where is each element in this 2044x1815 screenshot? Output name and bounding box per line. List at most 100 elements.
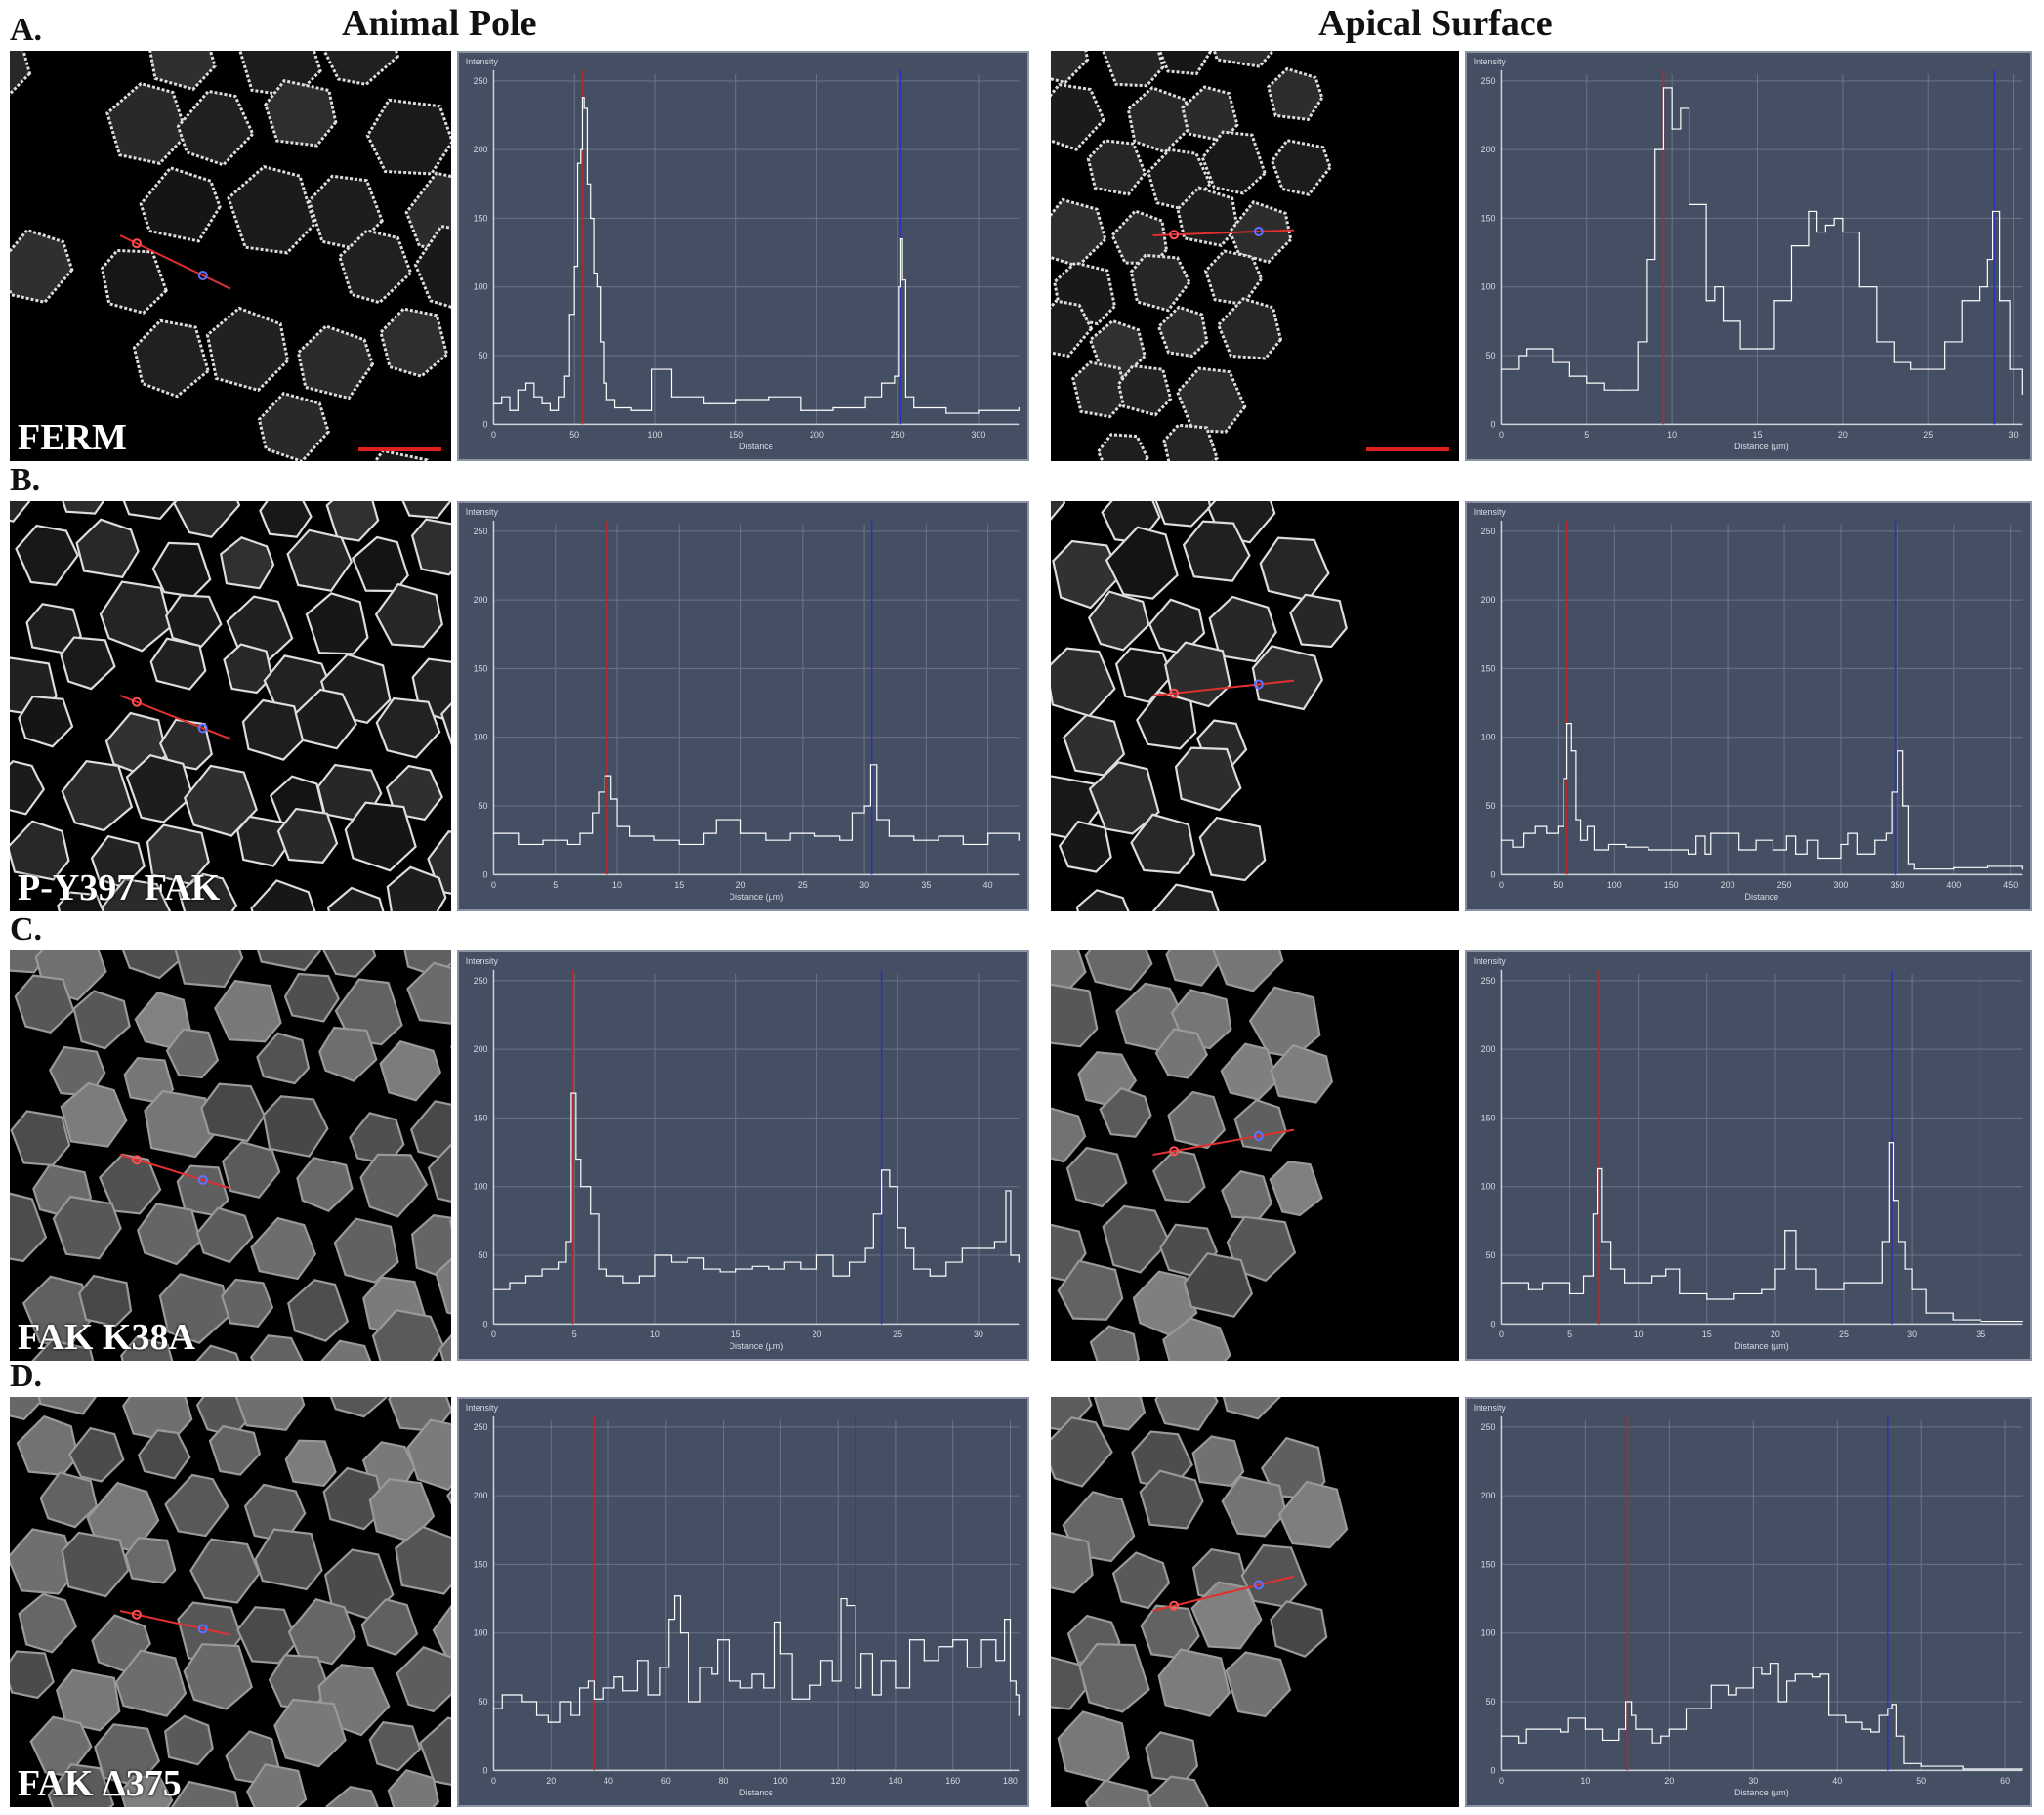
y-tick-label: 0 [483, 869, 488, 879]
data-point [901, 279, 903, 281]
data-point [728, 1680, 730, 1682]
y-tick-label: 100 [474, 1628, 488, 1638]
data-point [889, 1186, 891, 1188]
data-point [739, 1687, 741, 1689]
red-cursor-marker [1169, 1600, 1180, 1611]
profile-line [1152, 1128, 1295, 1156]
intensity-profile-chart: Intensity 0 50 100 150 200 250 0 20 40 60 80 100 120 1… [457, 1397, 1029, 1807]
construct-label: FAK Δ375 [18, 1763, 182, 1804]
data-point [1722, 320, 1725, 322]
intensity-profile-chart: Intensity 0 50 100 150 200 250 0 5 10 15 20 25 30 35 Di… [1465, 950, 2032, 1361]
data-point [1784, 1230, 1786, 1232]
data-point [575, 1159, 577, 1161]
x-tick-label: 100 [1607, 880, 1622, 890]
x-tick-label: 0 [1499, 880, 1504, 890]
data-point [1795, 853, 1797, 855]
x-tick-label: 60 [2000, 1776, 2010, 1786]
data-point [831, 1680, 833, 1682]
data-point [629, 835, 631, 837]
blue-cursor-marker [1253, 226, 1264, 236]
profile-line [119, 1610, 231, 1636]
data-point [768, 1268, 770, 1270]
red-cursor-marker [131, 1155, 142, 1165]
data-point [1567, 1717, 1569, 1719]
data-point [549, 409, 551, 411]
data-point [1637, 341, 1639, 343]
x-tick-label: 300 [1834, 880, 1849, 890]
data-point [1586, 382, 1588, 384]
data-point [1925, 1312, 1927, 1314]
x-tick-label: 25 [1923, 430, 1933, 440]
data-point [1618, 1728, 1620, 1730]
data-point [1739, 348, 1741, 350]
data-point [1710, 832, 1712, 834]
data-point [773, 1621, 776, 1624]
intensity-profile-chart: Intensity 0 50 100 150 200 250 0 50 100 150 200 250 3… [1465, 501, 2032, 911]
data-point [1601, 1241, 1603, 1243]
data-point [547, 1721, 549, 1723]
data-point [1651, 1742, 1653, 1744]
data-point [871, 1694, 873, 1696]
intensity-profile-chart: Intensity 0 50 100 150 200 250 0 10 20 30 40 50 60 Dis… [1465, 1397, 2032, 1807]
data-point [1575, 819, 1577, 821]
y-tick-label: 50 [479, 1697, 488, 1707]
data-point [995, 1660, 997, 1662]
y-tick-label: 0 [483, 1765, 488, 1775]
data-point [653, 839, 655, 841]
data-point [1785, 835, 1787, 837]
y-axis-label: Intensity [466, 1403, 499, 1413]
data-point [751, 1673, 753, 1675]
red-cursor-marker [1169, 688, 1180, 698]
data-point [1541, 1282, 1544, 1284]
micrograph-apical-surface [1051, 1397, 1459, 1807]
intensity-profile-chart: Intensity 0 50 100 150 200 250 0 5 10 15 20 25 30 35 40… [457, 501, 1029, 911]
data-point [1557, 825, 1559, 827]
y-tick-label: 200 [474, 1491, 488, 1500]
data-point [1668, 1728, 1670, 1730]
data-point [864, 1247, 866, 1249]
data-point [1811, 1676, 1814, 1678]
data-point [541, 402, 543, 404]
data-point [524, 382, 527, 384]
data-point [1010, 1254, 1012, 1256]
data-point [501, 396, 503, 398]
intensity-profile-chart: Intensity 0 50 100 150 200 250 0 50 100 150 200 250 3… [457, 51, 1029, 461]
data-point [563, 375, 565, 377]
intensity-trace [1501, 87, 2023, 395]
data-point [630, 409, 632, 411]
x-axis-label: Distance [739, 442, 773, 451]
data-point [1790, 244, 1793, 247]
data-point [1847, 832, 1849, 834]
x-tick-label: 10 [1634, 1330, 1644, 1339]
data-point [1898, 1241, 1899, 1243]
data-point [1695, 835, 1697, 837]
red-cursor-marker [1169, 230, 1180, 240]
data-point [851, 812, 854, 814]
data-point [501, 1694, 503, 1696]
data-point [593, 273, 595, 274]
data-point [1582, 1275, 1585, 1277]
x-tick-label: 80 [719, 1776, 729, 1786]
data-point [980, 1639, 982, 1641]
micrograph-animal-pole: FAK K38A [10, 950, 451, 1361]
data-point [1961, 300, 1963, 302]
data-point [1986, 259, 1988, 261]
intensity-trace [1501, 723, 2023, 870]
panel-label: A. [10, 12, 43, 48]
data-point [1903, 1762, 1905, 1764]
blue-cursor-marker [197, 723, 208, 734]
data-point [1761, 1673, 1763, 1675]
header-animal-pole: Animal Pole [342, 3, 537, 44]
data-point [978, 409, 980, 411]
data-point [1815, 1288, 1817, 1290]
data-point [881, 382, 883, 384]
data-point [832, 406, 834, 409]
y-tick-label: 50 [1486, 1697, 1496, 1707]
data-point [570, 1092, 572, 1094]
x-tick-label: 50 [569, 430, 579, 440]
x-tick-label: 10 [1667, 430, 1677, 440]
y-tick-label: 200 [1481, 1491, 1496, 1500]
data-point [598, 791, 600, 793]
x-tick-label: 40 [1832, 1776, 1842, 1786]
data-point [1845, 1721, 1847, 1723]
